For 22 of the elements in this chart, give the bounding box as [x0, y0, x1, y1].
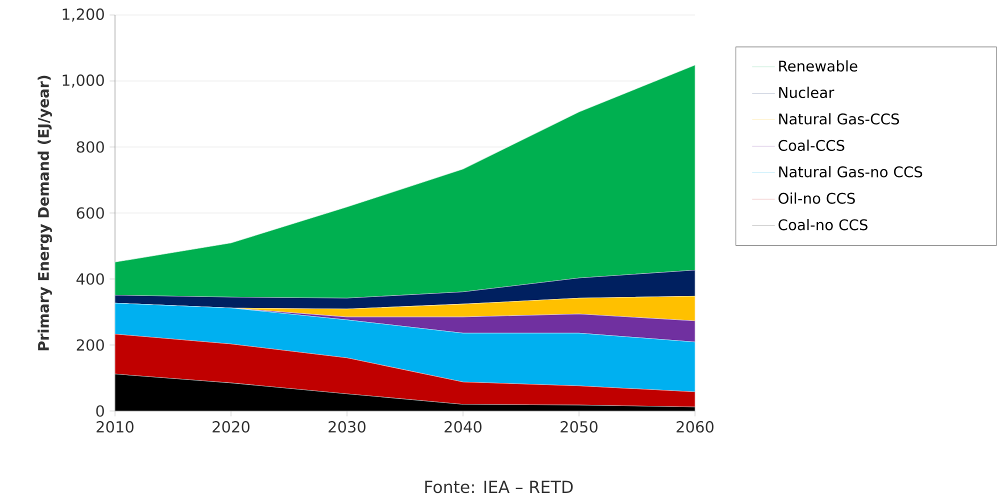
legend-label: Nuclear — [779, 86, 834, 98]
x-tick-label: 2060 — [676, 421, 714, 433]
y-tick-label: 400 — [76, 273, 104, 285]
legend-label: Natural Gas-CCS — [779, 113, 900, 125]
y-tick-label: 1,000 — [62, 74, 104, 88]
legend-label: Renewable — [779, 60, 858, 72]
x-tick-label: 2010 — [96, 421, 134, 433]
x-tick-label: 2020 — [212, 421, 250, 433]
legend-label: Natural Gas-no CCS — [779, 166, 922, 178]
legend-label: Coal-no CCS — [778, 218, 868, 230]
x-tick-label: 2030 — [328, 421, 366, 433]
legend-label: Oil-no CCS — [778, 192, 855, 204]
y-axis-title: Primary Energy Demand (EJ/year) — [38, 76, 52, 350]
y-tick-label: 800 — [76, 141, 104, 153]
x-tick-label: 2050 — [560, 421, 598, 433]
y-tick-label: 200 — [76, 339, 104, 351]
source-note: Fonte: IEA – RETD — [425, 480, 573, 494]
legend-label: Coal-CCS — [778, 140, 844, 151]
y-tick-label: 600 — [76, 207, 104, 219]
y-tick-label: 1,200 — [62, 8, 104, 22]
y-tick-label: 0 — [96, 405, 104, 417]
x-tick-label: 2040 — [444, 421, 482, 433]
